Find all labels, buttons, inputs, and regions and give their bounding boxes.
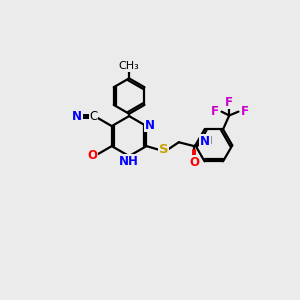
Text: O: O xyxy=(189,156,199,169)
Text: NH: NH xyxy=(118,155,138,168)
Text: F: F xyxy=(241,105,249,118)
Text: F: F xyxy=(225,96,233,109)
Text: F: F xyxy=(211,105,219,118)
Text: S: S xyxy=(159,143,168,157)
Text: N: N xyxy=(145,119,154,132)
Text: N: N xyxy=(200,135,210,148)
Text: C: C xyxy=(89,110,98,123)
Text: H: H xyxy=(205,136,212,146)
Text: CH₃: CH₃ xyxy=(119,61,140,71)
Text: O: O xyxy=(87,149,97,162)
Text: N: N xyxy=(72,110,82,123)
